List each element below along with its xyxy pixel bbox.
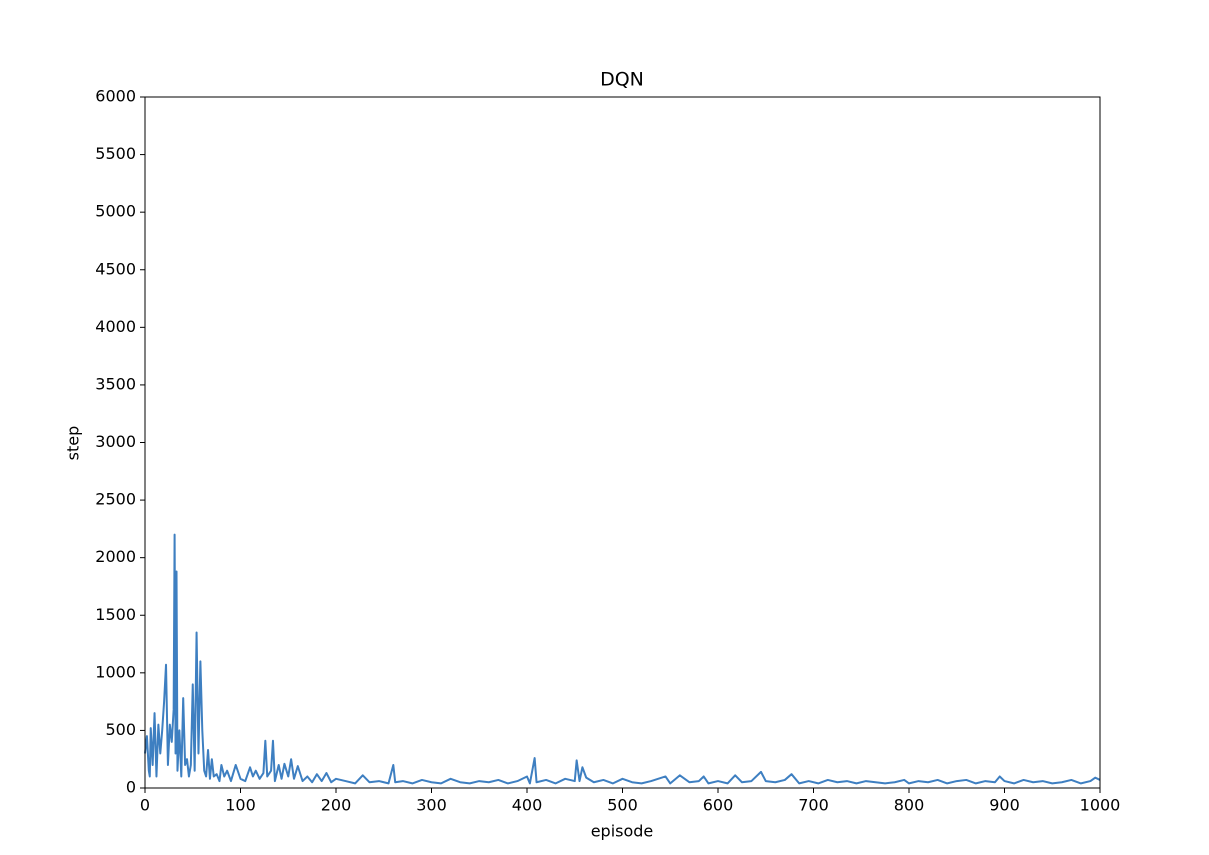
x-tick-label: 300 bbox=[416, 796, 447, 815]
plot-frame bbox=[144, 96, 1101, 789]
y-axis-label: step bbox=[64, 426, 83, 461]
x-tick-label: 600 bbox=[703, 796, 734, 815]
y-tick-label: 5000 bbox=[95, 202, 136, 221]
x-tick-label: 800 bbox=[894, 796, 925, 815]
x-axis-label: episode bbox=[591, 822, 654, 841]
y-tick-label: 4500 bbox=[95, 259, 136, 278]
y-tick-label: 0 bbox=[126, 778, 136, 797]
data-line bbox=[144, 533, 1101, 785]
y-tick-label: 3500 bbox=[95, 374, 136, 393]
x-tick-label: 500 bbox=[607, 796, 638, 815]
x-tick-label: 1000 bbox=[1080, 796, 1121, 815]
y-tick-label: 6000 bbox=[95, 87, 136, 106]
y-tick-label: 4000 bbox=[95, 317, 136, 336]
y-tick-label: 2000 bbox=[95, 547, 136, 566]
y-tick-label: 5500 bbox=[95, 144, 136, 163]
y-tick-label: 2500 bbox=[95, 490, 136, 509]
x-tick-label: 0 bbox=[140, 796, 150, 815]
x-tick-label: 400 bbox=[512, 796, 543, 815]
y-tick-label: 1500 bbox=[95, 605, 136, 624]
x-tick-label: 200 bbox=[321, 796, 352, 815]
x-tick-label: 100 bbox=[225, 796, 256, 815]
y-tick-label: 500 bbox=[105, 720, 136, 739]
y-tick-label: 3000 bbox=[95, 432, 136, 451]
x-tick-label: 700 bbox=[798, 796, 829, 815]
x-tick-label: 900 bbox=[989, 796, 1020, 815]
chart-title: DQN bbox=[600, 69, 644, 91]
y-tick-label: 1000 bbox=[95, 662, 136, 681]
